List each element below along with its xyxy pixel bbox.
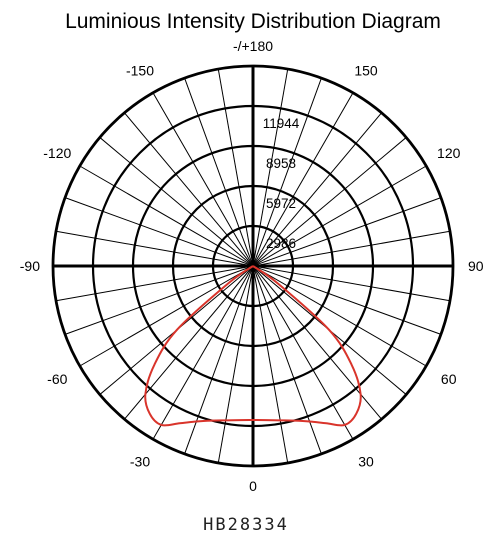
angle-tick-labels: -/+180 150 120 90 60 30 0 -30 -60 -90 -120 -150 bbox=[20, 38, 484, 494]
spoke-line bbox=[217, 68, 254, 267]
angle-tick-label: 90 bbox=[468, 258, 484, 274]
spoke-line bbox=[252, 265, 451, 302]
spoke-line bbox=[252, 92, 354, 267]
intensity-ring bbox=[131, 144, 375, 388]
intensity-rings bbox=[51, 64, 455, 468]
ring-tick-label: 2986 bbox=[266, 236, 296, 251]
angle-tick-label: 0 bbox=[249, 478, 257, 494]
angle-tick-label: -60 bbox=[47, 371, 67, 387]
spoke-line bbox=[252, 265, 427, 367]
outer-ring bbox=[51, 64, 455, 468]
spoke-line bbox=[99, 137, 254, 267]
spoke-line bbox=[252, 112, 382, 267]
intensity-ring bbox=[171, 184, 335, 348]
ring-tick-label: 11944 bbox=[263, 116, 300, 131]
angle-tick-label: -/+180 bbox=[233, 38, 273, 54]
spoke-line bbox=[64, 197, 254, 267]
spoke-line bbox=[252, 197, 442, 267]
angle-tick-label: 120 bbox=[437, 145, 461, 161]
spoke-line bbox=[55, 230, 254, 267]
spoke-line bbox=[252, 265, 354, 440]
spoke-line bbox=[217, 265, 254, 464]
polar-grid bbox=[53, 66, 453, 466]
spoke-line bbox=[152, 92, 254, 267]
spoke-line bbox=[64, 265, 254, 335]
spoke-line bbox=[124, 112, 254, 267]
intensity-ring bbox=[211, 224, 295, 308]
spoke-line bbox=[252, 265, 322, 455]
angle-tick-label: -30 bbox=[130, 454, 150, 470]
ring-tick-label: 8958 bbox=[266, 156, 296, 171]
ring-tick-labels: 2986 5972 8958 11944 bbox=[263, 116, 300, 251]
spoke-line bbox=[252, 137, 407, 267]
angle-tick-label: 60 bbox=[441, 371, 457, 387]
spoke-line bbox=[184, 77, 254, 267]
spoke-line bbox=[252, 165, 427, 267]
spoke-line bbox=[79, 165, 254, 267]
spoke-line bbox=[152, 265, 254, 440]
intensity-curve-group bbox=[144, 265, 362, 427]
angle-tick-label: 150 bbox=[354, 62, 378, 78]
spoke-line bbox=[252, 230, 451, 267]
angle-tick-label: -90 bbox=[20, 258, 40, 274]
chart-title: Luminious Intensity Distribution Diagram bbox=[65, 10, 441, 33]
spoke-line bbox=[184, 265, 254, 455]
spoke-line bbox=[252, 265, 442, 335]
spoke-line bbox=[252, 68, 289, 267]
model-code: HB28334 bbox=[203, 515, 289, 535]
angle-tick-label: -150 bbox=[126, 62, 154, 78]
spoke-line bbox=[252, 77, 322, 267]
intensity-ring bbox=[91, 104, 415, 428]
spoke-line bbox=[55, 265, 254, 302]
spoke-line bbox=[79, 265, 254, 367]
ring-tick-label: 5972 bbox=[266, 196, 296, 211]
angle-tick-label: 30 bbox=[358, 454, 374, 470]
angle-tick-label: -120 bbox=[43, 145, 71, 161]
spoke-line bbox=[252, 265, 289, 464]
